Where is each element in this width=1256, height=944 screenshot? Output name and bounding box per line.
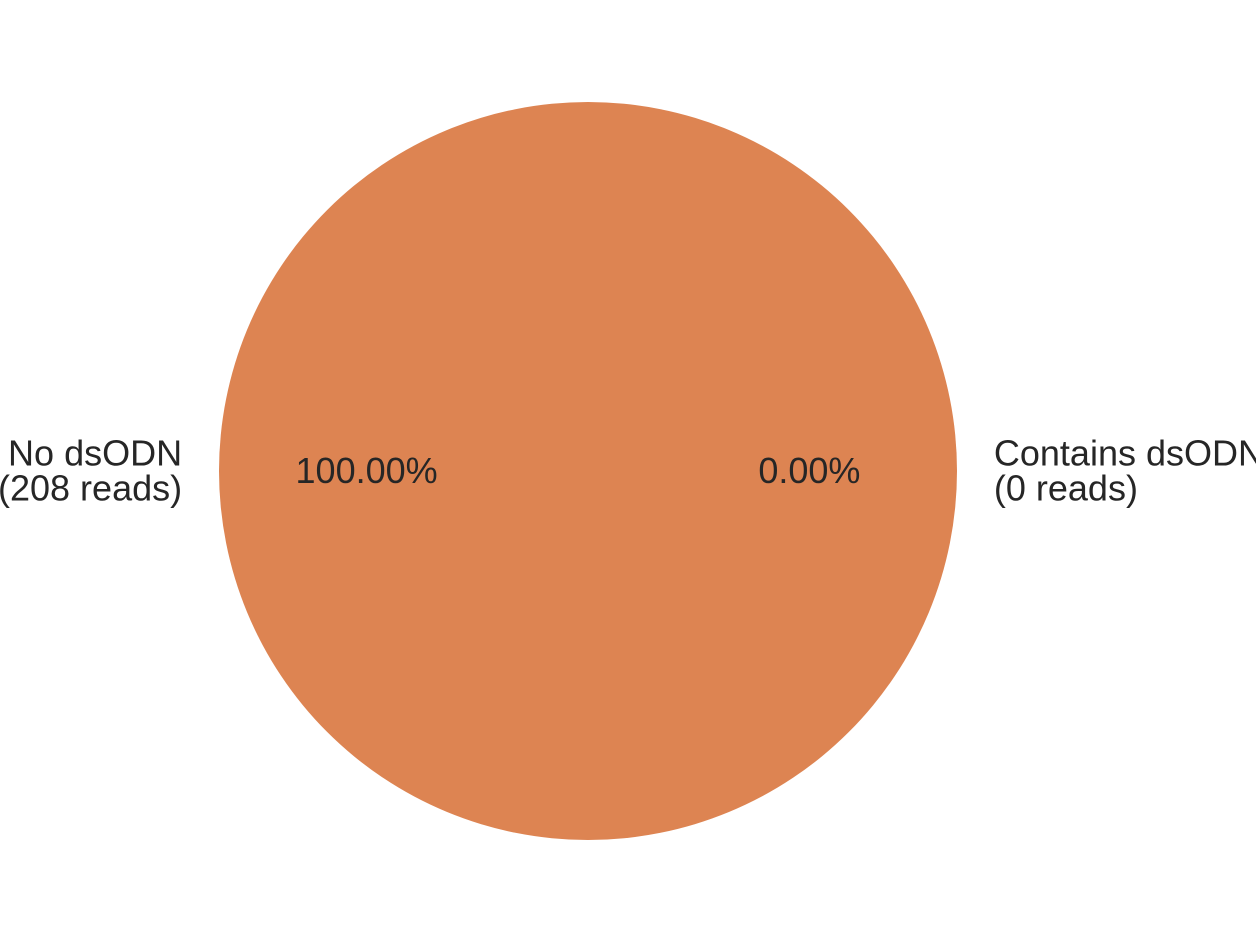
pie-slices (219, 102, 957, 840)
pct-label-contains-dsodn: 0.00% (758, 450, 860, 491)
pie-slice-no-dsodn (219, 102, 957, 840)
category-label-no-dsodn: No dsODN (208 reads) (0, 433, 182, 509)
pie-labels: 0.00% Contains dsODN (0 reads) 100.00% No ds… (0, 433, 1256, 509)
category-label-line: (0 reads) (994, 468, 1138, 509)
category-label-line: No dsODN (8, 433, 182, 474)
pct-label-no-dsodn: 100.00% (296, 450, 438, 491)
category-label-line: (208 reads) (0, 468, 182, 509)
category-label-line: Contains dsODN (994, 433, 1256, 474)
category-label-contains-dsodn: Contains dsODN (0 reads) (994, 433, 1256, 509)
